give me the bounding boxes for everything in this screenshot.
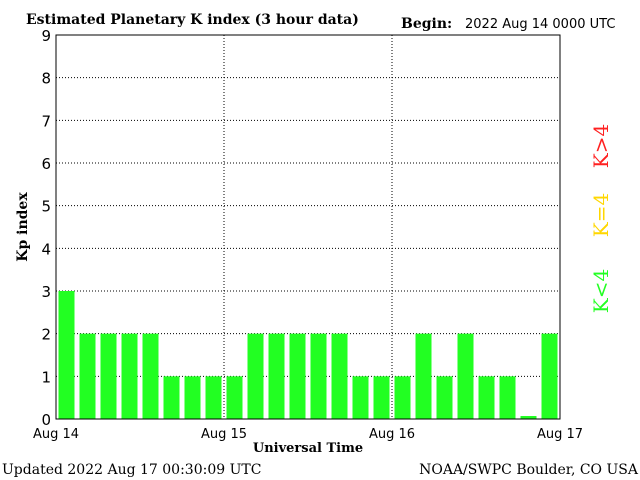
begin-value: 2022 Aug 14 0000 UTC <box>465 17 615 32</box>
kp-bar <box>373 376 390 419</box>
kp-bar <box>394 376 411 419</box>
x-tick-label: Aug 17 <box>537 427 583 442</box>
kp-bar <box>331 333 348 419</box>
updated-text: Updated 2022 Aug 17 00:30:09 UTC <box>2 462 261 478</box>
kp-bar <box>499 376 516 419</box>
y-tick-label: 1 <box>41 368 51 386</box>
kp-bar <box>520 416 537 419</box>
kp-bar <box>457 333 474 419</box>
kp-bar <box>121 333 138 419</box>
kp-bar <box>247 333 264 419</box>
x-tick-label: Aug 14 <box>33 427 79 442</box>
legend-entry: K>4 <box>589 124 613 168</box>
kp-bar <box>100 333 117 419</box>
y-axis-label: Kp index <box>15 192 31 262</box>
kp-bar <box>541 333 558 419</box>
x-tick-label: Aug 16 <box>369 427 415 442</box>
begin-label: Begin: <box>401 16 452 32</box>
kp-bar <box>142 333 159 419</box>
kp-bar <box>58 291 75 419</box>
legend-entry: K=4 <box>589 193 613 237</box>
y-tick-label: 2 <box>41 326 51 344</box>
y-tick-label: 6 <box>41 155 51 173</box>
kp-bar <box>79 333 96 419</box>
kp-bar <box>163 376 180 419</box>
x-axis-label: Universal Time <box>253 441 363 456</box>
kp-bar <box>310 333 327 419</box>
y-tick-label: 3 <box>41 283 51 301</box>
kp-bar <box>289 333 306 419</box>
kp-bar <box>184 376 201 419</box>
y-tick-label: 4 <box>41 240 51 258</box>
legend-entry: K<4 <box>589 269 613 313</box>
x-tick-labels: Aug 14 Aug 15 Aug 16 Aug 17 <box>33 427 583 442</box>
kp-bar <box>268 333 285 419</box>
bars <box>58 291 558 419</box>
kp-bar <box>226 376 243 419</box>
y-tick-labels: 0 1 2 3 4 5 6 7 8 9 <box>41 27 51 429</box>
y-tick-label: 5 <box>41 198 51 216</box>
legend: K<4 K=4 K>4 <box>589 124 613 313</box>
plot-frame <box>55 34 561 420</box>
y-tick-label: 8 <box>41 70 51 88</box>
kp-bar <box>478 376 495 419</box>
y-tick-label: 7 <box>41 112 51 130</box>
chart-title: Estimated Planetary K index (3 hour data… <box>26 12 359 28</box>
kp-bar <box>205 376 222 419</box>
y-tick-label: 9 <box>41 27 51 45</box>
kp-bar <box>415 333 432 419</box>
kp-bar <box>436 376 453 419</box>
kp-bar <box>352 376 369 419</box>
x-tick-label: Aug 15 <box>201 427 247 442</box>
y-tick-label: 0 <box>41 411 51 429</box>
source-text: NOAA/SWPC Boulder, CO USA <box>419 462 639 478</box>
